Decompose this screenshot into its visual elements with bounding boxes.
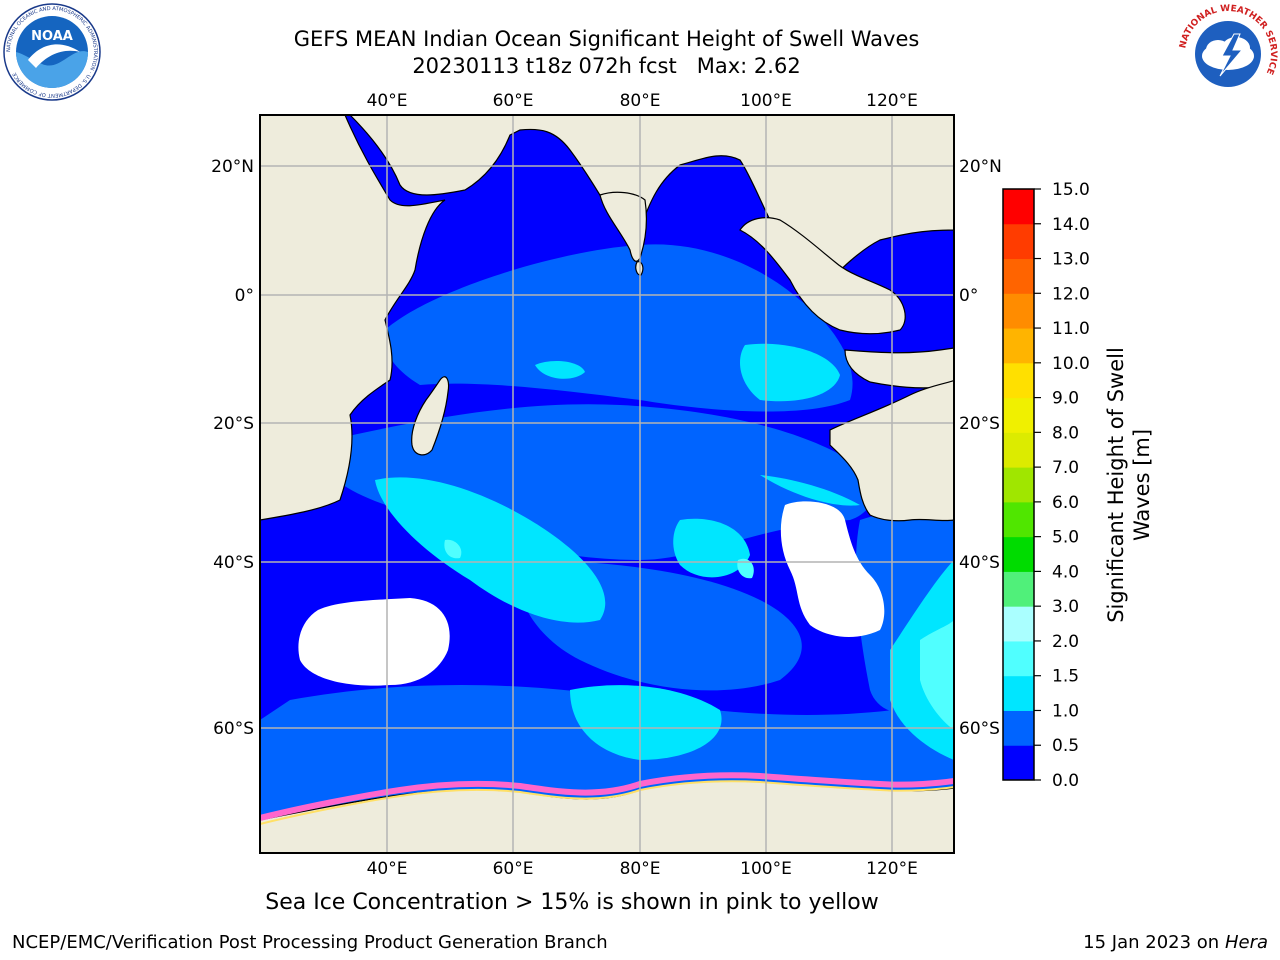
lat-label: 20°S — [213, 414, 254, 434]
lat-label: 60°S — [213, 719, 254, 739]
map-gridlines — [260, 115, 954, 853]
noaa-logo: NATIONAL OCEANIC AND ATMOSPHERIC ADMINIS… — [3, 3, 101, 101]
top-lon-labels: 40°E 60°E 80°E 100°E 120°E — [367, 91, 918, 111]
nws-logo: NATIONAL WEATHER SERVICE — [1178, 4, 1278, 102]
colorbar-tick-label: 0.5 — [1052, 736, 1079, 756]
sea-ice-fringe — [260, 772, 954, 821]
colorbar-frame — [1002, 188, 1035, 781]
colorbar-ticks: 0.0 0.5 1.0 1.5 2.0 3.0 4.0 5.0 6.0 7.0 8.0 9.0 10.0… — [1034, 180, 1090, 791]
colorbar-swatch — [1003, 328, 1034, 364]
sea-ice-core — [260, 780, 954, 825]
colorbar-tick-label: 10.0 — [1052, 354, 1090, 374]
colorbar-label-line1: Significant Height of Swell — [1104, 347, 1128, 623]
land-masses — [260, 115, 954, 853]
lon-label: 40°E — [367, 91, 408, 111]
sea-ice-note: Sea Ice Concentration > 15% is shown in … — [265, 890, 879, 915]
map-frame — [259, 114, 955, 854]
colorbar-swatch — [1003, 467, 1034, 503]
footer-date: 15 Jan 2023 on Hera — [1083, 932, 1268, 953]
colorbar-swatch — [1003, 397, 1034, 433]
swell-band-1-0 — [375, 343, 954, 760]
colorbar-tick-label: 1.5 — [1052, 667, 1079, 687]
colorbar-tick-label: 8.0 — [1052, 423, 1079, 443]
colorbar-tick-label: 9.0 — [1052, 389, 1079, 409]
colorbar-swatch — [1003, 293, 1034, 329]
colorbar-tick-label: 2.0 — [1052, 632, 1079, 652]
colorbar-label: Significant Height of Swell Waves [m] — [1104, 347, 1154, 623]
lat-label: 20°N — [959, 157, 1002, 177]
lon-label: 100°E — [740, 91, 792, 111]
colorbar-swatch — [1003, 432, 1034, 468]
lon-label: 60°E — [493, 859, 534, 879]
colorbar-swatch — [1003, 536, 1034, 572]
lat-label: 40°S — [959, 553, 1000, 573]
colorbar-tick-label: 7.0 — [1052, 458, 1079, 478]
colorbar-swatch — [1003, 223, 1034, 260]
lat-label: 40°S — [213, 553, 254, 573]
lon-label: 60°E — [493, 91, 534, 111]
colorbar-swatch — [1003, 640, 1034, 677]
footer-host: Hera — [1224, 932, 1268, 953]
colorbar-tick-label: 6.0 — [1052, 493, 1079, 513]
colorbar-swatch — [1003, 745, 1034, 781]
colorbar-tick-label: 13.0 — [1052, 250, 1090, 270]
map-title: GEFS MEAN Indian Ocean Significant Heigh… — [293, 27, 920, 51]
lat-label: 0° — [235, 286, 254, 306]
lon-label: 120°E — [866, 91, 918, 111]
lon-label: 80°E — [620, 91, 661, 111]
colorbar-tick-label: 14.0 — [1052, 215, 1090, 235]
colorbar — [1003, 189, 1034, 781]
lon-label: 40°E — [367, 859, 408, 879]
footer-branch: NCEP/EMC/Verification Post Processing Pr… — [12, 932, 608, 953]
left-lat-labels: 20°N 0° 20°S 40°S 60°S — [211, 157, 254, 739]
lat-label: 60°S — [959, 719, 1000, 739]
bottom-lon-labels: 40°E 60°E 80°E 100°E 120°E — [367, 859, 918, 879]
colorbar-tick-label: 0.0 — [1052, 771, 1079, 791]
colorbar-tick-label: 15.0 — [1052, 180, 1090, 200]
colorbar-label-line2: Waves [m] — [1130, 429, 1154, 541]
colorbar-swatch — [1003, 710, 1034, 746]
colorbar-tick-label: 11.0 — [1052, 319, 1090, 339]
footer-date-text: 15 Jan 2023 on — [1083, 932, 1220, 953]
colorbar-swatch — [1003, 362, 1034, 399]
lon-label: 80°E — [620, 859, 661, 879]
forecast-run: 20230113 t18z 072h fcst — [412, 54, 677, 78]
noaa-logo-text: NOAA — [31, 29, 73, 44]
colorbar-swatch — [1003, 675, 1034, 711]
lat-label: 20°N — [211, 157, 254, 177]
colorbar-tick-label: 4.0 — [1052, 562, 1079, 582]
colorbar-tick-label: 1.0 — [1052, 701, 1079, 721]
colorbar-tick-label: 12.0 — [1052, 284, 1090, 304]
colorbar-swatch — [1003, 258, 1034, 294]
colorbar-swatch — [1003, 606, 1034, 642]
lat-label: 20°S — [959, 414, 1000, 434]
colorbar-swatch — [1003, 189, 1034, 225]
swell-band-1-5 — [444, 539, 954, 730]
colorbar-tick-label: 5.0 — [1052, 528, 1079, 548]
colorbar-swatch — [1003, 501, 1034, 538]
colorbar-swatch — [1003, 571, 1034, 607]
right-lat-labels: 20°N 0° 20°S 40°S 60°S — [959, 157, 1002, 739]
colorbar-tick-label: 3.0 — [1052, 597, 1079, 617]
lon-label: 100°E — [740, 859, 792, 879]
lat-label: 0° — [959, 286, 978, 306]
lon-label: 120°E — [866, 859, 918, 879]
max-value: Max: 2.62 — [696, 54, 801, 78]
map-subtitle: 20230113 t18z 072h fcst Max: 2.62 — [0, 54, 1213, 78]
